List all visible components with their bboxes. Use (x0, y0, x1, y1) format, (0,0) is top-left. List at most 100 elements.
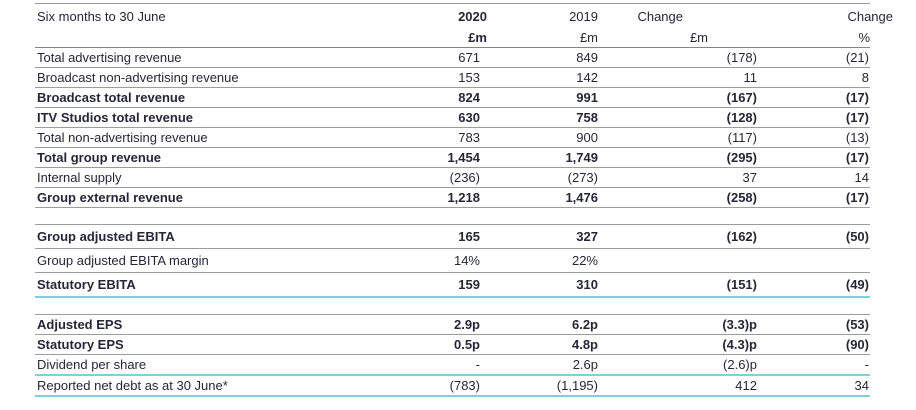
row-value-y2019: 849 (482, 47, 598, 68)
row-value-y2019: 22% (482, 248, 598, 273)
table-row: Total advertising revenue 671 849 (178) (21) (35, 47, 870, 68)
row-value-change_m: (2.6)p (598, 354, 757, 376)
period-header: Six months to 30 June (35, 3, 405, 28)
row-value-y2019: (1,195) (482, 375, 598, 397)
row-value-y2020: 0.5p (405, 334, 482, 355)
row-value-y2020: 1,218 (405, 187, 482, 208)
table-row: Broadcast non-advertising revenue 153 142 1… (35, 67, 870, 88)
row-value-change_pct: (17) (757, 147, 870, 168)
row-value-y2020: 14% (405, 248, 482, 273)
row-value-change_pct: 14 (757, 167, 870, 188)
row-label: Statutory EPS (35, 334, 405, 355)
row-value-change_m: (178) (598, 47, 757, 68)
row-value-y2020: 824 (405, 87, 482, 108)
table-row: Broadcast total revenue 824 991 (167) (17) (35, 87, 870, 108)
row-label: Group external revenue (35, 187, 405, 208)
table-row: Reported net debt as at 30 June* (783) (1,… (35, 375, 870, 397)
unit-header-blank (35, 28, 405, 48)
row-value-y2019: 310 (482, 272, 598, 298)
row-value-y2019: 6.2p (482, 314, 598, 335)
row-value-y2019: 900 (482, 127, 598, 148)
table-row: Statutory EBITA 159 310 (151) (49) (35, 272, 870, 298)
row-value-y2020: - (405, 354, 482, 376)
row-label: Adjusted EPS (35, 314, 405, 335)
row-value-change_m (598, 248, 757, 273)
row-label: Group adjusted EBITA (35, 224, 405, 249)
row-value-change_pct: (17) (757, 107, 870, 128)
row-value-change_m: (295) (598, 147, 757, 168)
table-row: Group external revenue 1,218 1,476 (258) (17… (35, 187, 870, 208)
row-value-y2019: 4.8p (482, 334, 598, 355)
row-label: Reported net debt as at 30 June* (35, 375, 405, 397)
row-value-y2020: 2.9p (405, 314, 482, 335)
row-value-change_m: (258) (598, 187, 757, 208)
row-label: Dividend per share (35, 354, 405, 376)
row-value-y2019: 758 (482, 107, 598, 128)
row-value-change_m: (4.3)p (598, 334, 757, 355)
row-value-y2019: 991 (482, 87, 598, 108)
col-header-change-pct: Change (757, 3, 893, 28)
row-value-y2020: 153 (405, 67, 482, 88)
row-value-y2020: 671 (405, 47, 482, 68)
financial-results-table: Six months to 30 June 2020 2019 Change C… (35, 3, 893, 397)
row-value-change_m: (3.3)p (598, 314, 757, 335)
table-body: Total advertising revenue 671 849 (178) (21)… (35, 47, 870, 397)
table-row: Internal supply (236) (273) 37 14 (35, 167, 870, 188)
row-value-change_m: 37 (598, 167, 757, 188)
row-value-change_pct: (50) (757, 224, 870, 249)
table-row: Dividend per share -2.6p (2.6)p - (35, 354, 870, 376)
header-row-years: Six months to 30 June 2020 2019 Change C… (35, 3, 893, 28)
table-row: Group adjusted EBITA margin 14% 22% (35, 248, 870, 273)
row-value-y2020: 159 (405, 272, 482, 298)
table-row: Statutory EPS 0.5p 4.8p (4.3)p (90) (35, 334, 870, 355)
row-label: Total group revenue (35, 147, 405, 168)
row-value-y2019: 1,749 (482, 147, 598, 168)
row-value-change_m: (162) (598, 224, 757, 249)
row-value-change_pct: (21) (757, 47, 870, 68)
row-label: Total advertising revenue (35, 47, 405, 68)
row-label: Group adjusted EBITA margin (35, 248, 405, 273)
row-value-y2020: 783 (405, 127, 482, 148)
row-value-change_m: (117) (598, 127, 757, 148)
row-value-change_m: (167) (598, 87, 757, 108)
row-value-change_m: (128) (598, 107, 757, 128)
table-header: Six months to 30 June 2020 2019 Change C… (35, 3, 893, 48)
row-value-change_pct: (17) (757, 87, 870, 108)
section-spacer (35, 297, 870, 315)
header-row-units: £m £m £m % (35, 28, 870, 48)
row-value-change_pct: (13) (757, 127, 870, 148)
row-value-change_m: 412 (598, 375, 757, 397)
unit-2019: £m (482, 28, 598, 48)
row-label: Total non-advertising revenue (35, 127, 405, 148)
unit-2020: £m (405, 28, 487, 48)
row-value-change_m: (151) (598, 272, 757, 298)
unit-change-pct: % (757, 28, 870, 48)
row-value-y2019: 2.6p (482, 354, 598, 376)
section-spacer (35, 207, 870, 225)
row-value-change_m: 11 (598, 67, 757, 88)
row-value-y2020: 630 (405, 107, 482, 128)
col-header-2019: 2019 (482, 3, 598, 28)
col-header-2020: 2020 (405, 3, 487, 28)
row-value-change_pct: 34 (757, 375, 870, 397)
row-value-change_pct: (90) (757, 334, 870, 355)
row-label: Internal supply (35, 167, 405, 188)
row-label: Broadcast non-advertising revenue (35, 67, 405, 88)
row-label: Broadcast total revenue (35, 87, 405, 108)
row-value-change_pct: (17) (757, 187, 870, 208)
row-value-change_pct: (49) (757, 272, 870, 298)
row-value-y2020: (783) (405, 375, 482, 397)
table-row: Adjusted EPS 2.9p 6.2p (3.3)p (53) (35, 314, 870, 335)
row-value-y2020: (236) (405, 167, 482, 188)
row-value-change_pct: - (757, 354, 870, 376)
row-value-change_pct: 8 (757, 67, 870, 88)
row-value-change_pct (757, 248, 870, 273)
table-row: ITV Studios total revenue 630 758 (128) (17) (35, 107, 870, 128)
col-header-change-m: Change (598, 3, 757, 28)
row-value-change_pct: (53) (757, 314, 870, 335)
row-label: Statutory EBITA (35, 272, 405, 298)
table-row: Total group revenue 1,454 1,749 (295) (17) (35, 147, 870, 168)
row-value-y2019: 142 (482, 67, 598, 88)
row-value-y2019: 1,476 (482, 187, 598, 208)
table-row: Group adjusted EBITA 165 327 (162) (50) (35, 224, 870, 249)
